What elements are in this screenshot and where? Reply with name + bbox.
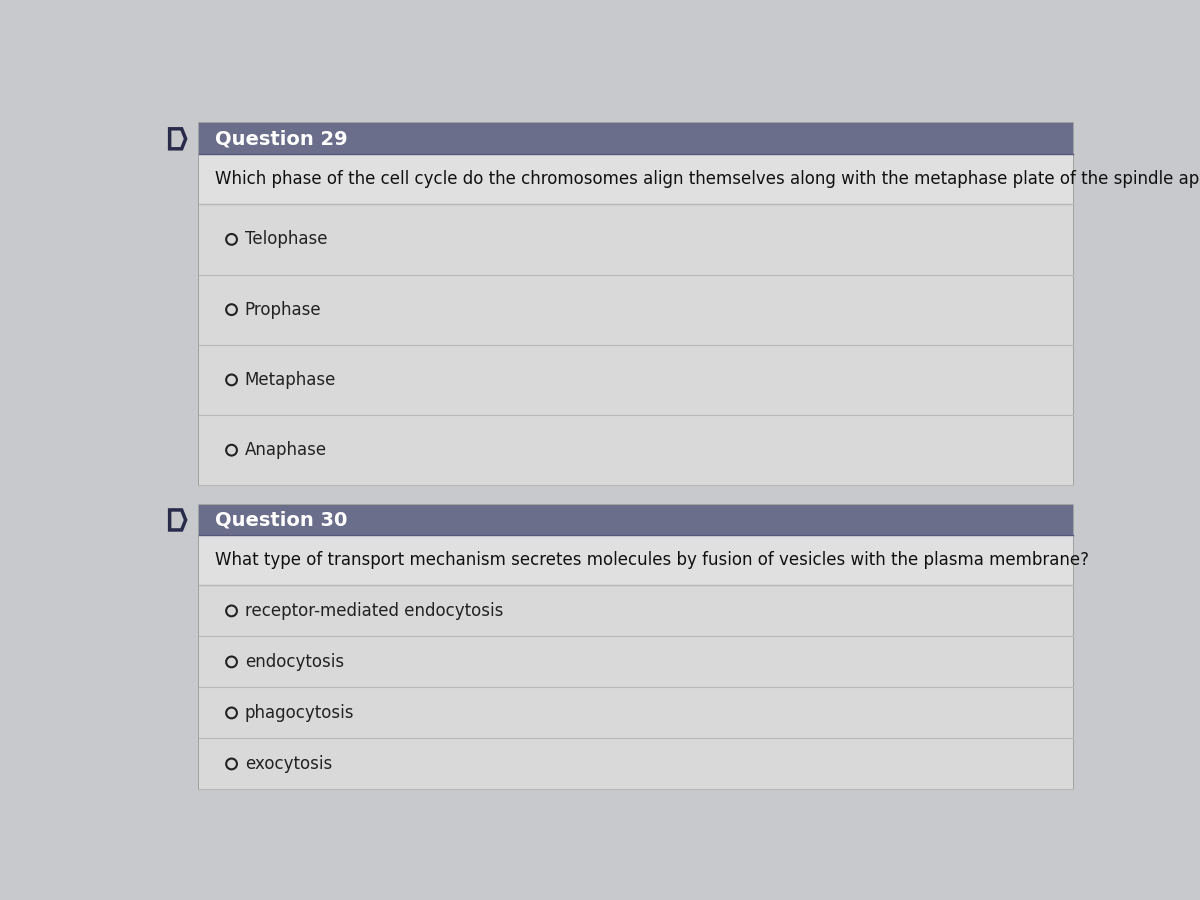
FancyBboxPatch shape [199, 585, 1073, 636]
Text: exocytosis: exocytosis [245, 755, 332, 773]
Text: phagocytosis: phagocytosis [245, 704, 354, 722]
Text: receptor-mediated endocytosis: receptor-mediated endocytosis [245, 602, 503, 620]
Text: endocytosis: endocytosis [245, 652, 343, 670]
Text: Question 30: Question 30 [215, 510, 347, 529]
FancyBboxPatch shape [199, 636, 1073, 688]
FancyBboxPatch shape [199, 274, 1073, 345]
Text: Prophase: Prophase [245, 301, 322, 319]
FancyBboxPatch shape [199, 415, 1073, 485]
FancyBboxPatch shape [199, 154, 1073, 204]
Text: Which phase of the cell cycle do the chromosomes align themselves along with the: Which phase of the cell cycle do the chr… [215, 170, 1200, 188]
FancyBboxPatch shape [199, 536, 1073, 585]
FancyBboxPatch shape [199, 123, 1073, 154]
FancyBboxPatch shape [199, 204, 1073, 274]
FancyBboxPatch shape [199, 688, 1073, 738]
FancyBboxPatch shape [199, 123, 1073, 485]
FancyBboxPatch shape [199, 505, 1073, 789]
Text: Metaphase: Metaphase [245, 371, 336, 389]
FancyBboxPatch shape [199, 738, 1073, 789]
FancyBboxPatch shape [199, 505, 1073, 536]
Text: What type of transport mechanism secretes molecules by fusion of vesicles with t: What type of transport mechanism secrete… [215, 552, 1088, 570]
Text: Question 29: Question 29 [215, 130, 347, 148]
FancyBboxPatch shape [199, 345, 1073, 415]
Text: Telophase: Telophase [245, 230, 328, 248]
FancyBboxPatch shape [154, 108, 1078, 801]
Text: Anaphase: Anaphase [245, 441, 326, 459]
